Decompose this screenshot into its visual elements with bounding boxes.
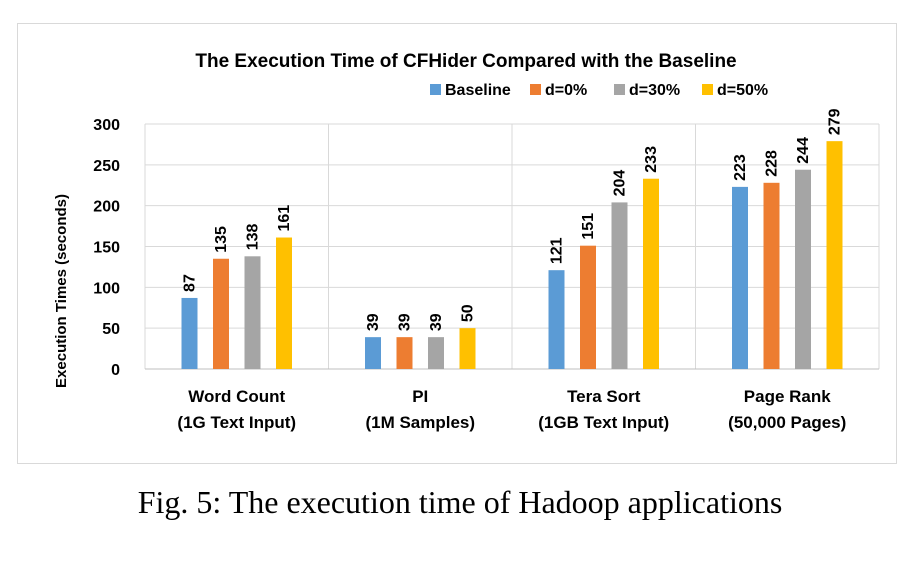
data-label: 39	[428, 313, 445, 331]
x-category-label: (50,000 Pages)	[728, 413, 846, 432]
bar	[548, 270, 565, 369]
figure-caption: Fig. 5: The execution time of Hadoop app…	[137, 484, 783, 520]
bar	[459, 328, 476, 369]
data-label: 151	[580, 213, 597, 240]
legend-swatch	[530, 84, 541, 95]
y-tick-label: 0	[111, 362, 120, 379]
legend-swatch	[702, 84, 713, 95]
x-category-label: Tera Sort	[567, 387, 641, 406]
bar-chart: The Execution Time of CFHider Compared w…	[53, 51, 880, 432]
legend: Baseline d=0% d=30% d=50%	[430, 82, 768, 99]
data-label: 39	[397, 313, 414, 331]
bar	[826, 141, 843, 369]
y-tick-label: 150	[93, 240, 120, 257]
data-label: 138	[245, 224, 262, 251]
legend-swatch	[614, 84, 625, 95]
y-tick-label: 100	[93, 280, 120, 297]
legend-label: d=0%	[545, 82, 587, 99]
x-category-label: (1G Text Input)	[177, 413, 296, 432]
bar	[276, 237, 292, 369]
x-category-label: (1M Samples)	[365, 413, 475, 432]
bars	[181, 141, 843, 369]
data-label: 161	[276, 205, 293, 232]
data-label: 204	[612, 170, 629, 197]
data-label: 228	[764, 150, 781, 177]
x-category-label: Word Count	[188, 387, 285, 406]
data-label: 87	[182, 274, 199, 292]
data-label: 279	[827, 108, 844, 135]
x-category-label: (1GB Text Input)	[538, 413, 669, 432]
x-axis-categories: Word Count (1G Text Input) PI (1M Samples) T…	[177, 387, 846, 432]
legend-label: Baseline	[445, 82, 511, 99]
data-label: 244	[795, 137, 812, 164]
legend-swatch	[430, 84, 441, 95]
legend-label: d=50%	[717, 82, 768, 99]
bar	[244, 256, 261, 369]
bar	[732, 186, 748, 369]
gridlines	[144, 123, 880, 370]
y-axis-ticks: 0 50 100 150 200 250 300	[93, 117, 120, 379]
y-tick-label: 200	[93, 199, 120, 216]
chart-frame: The Execution Time of CFHider Compared w…	[17, 23, 897, 464]
bar	[428, 337, 444, 369]
y-tick-label: 50	[102, 321, 120, 338]
bar	[365, 337, 381, 369]
x-category-label: PI	[412, 387, 428, 406]
data-label: 121	[549, 237, 566, 264]
y-tick-label: 250	[93, 158, 120, 175]
x-category-label: Page Rank	[744, 387, 831, 406]
y-tick-label: 300	[93, 117, 120, 134]
bar	[763, 182, 780, 369]
bar	[643, 178, 659, 369]
bar	[181, 297, 198, 369]
data-label: 233	[643, 146, 660, 173]
y-axis-label: Execution Times (seconds)	[53, 194, 70, 388]
legend-label: d=30%	[629, 82, 680, 99]
bar	[611, 202, 628, 369]
bar	[396, 337, 413, 369]
data-labels: 87 135 138 161 39 39 39 50 121 151 204 233 223 228 244…	[182, 108, 844, 331]
bar	[795, 169, 811, 369]
data-label: 135	[213, 226, 230, 253]
chart-title: The Execution Time of CFHider Compared w…	[195, 51, 736, 72]
bar	[580, 245, 596, 369]
data-label: 223	[732, 154, 749, 181]
bar	[213, 258, 229, 369]
data-label: 39	[365, 313, 382, 331]
data-label: 50	[460, 304, 477, 322]
